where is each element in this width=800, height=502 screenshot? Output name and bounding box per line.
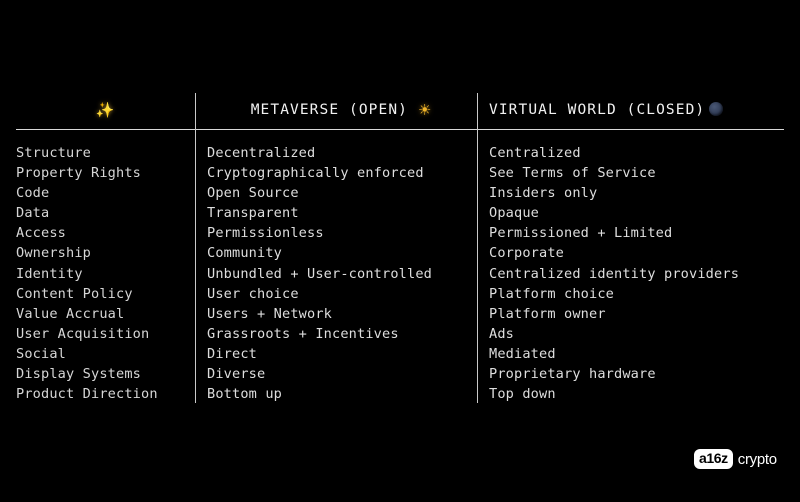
table-cell-metaverse: Decentralized (207, 145, 316, 161)
table-cell-metaverse: Unbundled + User-controlled (207, 265, 433, 282)
a16z-logo-mark: a16z (694, 449, 733, 469)
table-cell-metaverse: Direct (207, 345, 258, 362)
header-label-virtual-world: VIRTUAL WORLD (CLOSED) (489, 102, 706, 118)
table-cell-metaverse: Community (207, 245, 283, 262)
table-cell-virtual-world: See Terms of Service (489, 165, 656, 182)
table-cell-metaverse: Cryptographically enforced (207, 165, 424, 182)
column-metaverse: Decentralized Cryptographically enforced O… (207, 143, 475, 404)
table-cell-metaverse: Diverse (207, 366, 266, 383)
a16z-logo-word: crypto (737, 450, 777, 468)
column-attribute: Structure Property Rights Code Data Access Ow… (16, 143, 194, 404)
table-cell-attribute: Structure (16, 145, 92, 161)
column-divider-left (195, 93, 196, 403)
table-cell-virtual-world: Platform choice (489, 285, 615, 302)
table-cell-virtual-world: Platform owner (489, 305, 606, 322)
column-virtual-world: Centralized See Terms of Service Insiders … (489, 143, 789, 404)
table-cell-virtual-world: Opaque (489, 205, 540, 222)
table-cell-metaverse: Transparent (207, 205, 299, 222)
table-cell-metaverse: User choice (207, 285, 299, 302)
table-cell-attribute: Display Systems (16, 366, 142, 383)
table-cell-virtual-world: Insiders only (489, 185, 598, 202)
table-cell-attribute: Value Accrual (16, 305, 125, 322)
table-cell-virtual-world: Mediated (489, 345, 556, 362)
table-cell-attribute: Access (16, 225, 67, 242)
table-cell-virtual-world: Top down (489, 386, 556, 403)
table-cell-metaverse: Users + Network (207, 305, 333, 322)
sun-icon: ☀ (417, 101, 432, 119)
table-cell-virtual-world: Permissioned + Limited (489, 225, 673, 242)
table-header-row: ✨ METAVERSE (OPEN) ☀ VIRTUAL WORLD (CLOS… (0, 98, 800, 126)
table-cell-attribute: Content Policy (16, 285, 133, 302)
dark-planet-icon (709, 102, 724, 116)
table-cell-metaverse: Permissionless (207, 225, 324, 242)
table-cell-attribute: Code (16, 185, 50, 202)
table-cell-virtual-world: Centralized (489, 145, 581, 161)
table-cell-metaverse: Grassroots + Incentives (207, 325, 399, 342)
a16z-crypto-logo: a16z crypto (694, 449, 777, 469)
table-cell-attribute: Product Direction (16, 386, 158, 403)
table-cell-attribute: Ownership (16, 245, 92, 262)
table-cell-attribute: Property Rights (16, 165, 142, 182)
table-cell-attribute: Identity (16, 265, 83, 282)
table-cell-virtual-world: Ads (489, 325, 515, 342)
table-cell-metaverse: Open Source (207, 185, 299, 202)
table-cell-metaverse: Bottom up (207, 386, 283, 403)
header-label-metaverse: METAVERSE (OPEN) (250, 102, 408, 118)
table-cell-attribute: Data (16, 205, 50, 222)
table-cell-virtual-world: Corporate (489, 245, 565, 262)
header-divider-horizontal (16, 129, 784, 130)
table-cell-attribute: User Acquisition (16, 325, 150, 342)
sparkles-icon: ✨ (95, 101, 115, 119)
column-divider-right (477, 93, 478, 403)
table-cell-virtual-world: Proprietary hardware (489, 366, 656, 383)
table-cell-virtual-world: Centralized identity providers (489, 265, 740, 282)
table-cell-attribute: Social (16, 345, 67, 362)
